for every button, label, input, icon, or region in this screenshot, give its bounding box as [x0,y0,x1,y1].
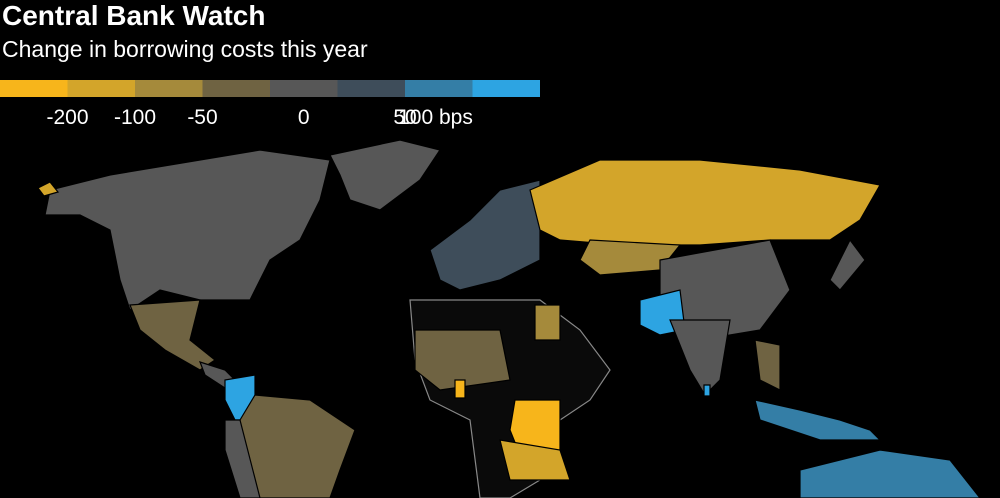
legend-label: -200 [46,106,88,129]
alaska-island [37,181,60,197]
southern-africa [499,439,571,481]
europe [429,179,541,291]
brazil [239,394,356,498]
legend-swatch [0,80,68,97]
legend-swatch [270,80,338,97]
chart-title: Central Bank Watch [2,0,266,31]
legend-swatch [472,80,540,97]
legend-swatch [135,80,203,97]
australia [799,449,981,498]
north-america [44,149,331,311]
greenland [329,139,441,211]
indonesia [754,399,882,441]
legend-swatch [337,80,405,97]
chart-subtitle: Change in borrowing costs this year [2,36,368,62]
legend-label: -50 [187,106,217,129]
japan [829,238,866,291]
sri-lanka [703,384,711,397]
world-map [37,139,981,498]
egypt [534,304,561,341]
legend-swatch [67,80,135,97]
west-africa [414,329,511,391]
legend-label: 100 bps [398,106,473,129]
mexico [129,299,217,371]
legend-swatch [202,80,270,97]
russia [529,159,881,246]
legend-label: 50 [393,106,416,129]
andes [224,419,261,498]
legend-label: 0 [298,106,310,129]
ghana [454,379,466,399]
legend-label: -100 [114,106,156,129]
legend-swatch [405,80,473,97]
southeast-asia [754,339,781,391]
india [669,319,731,396]
kazakhstan [579,239,682,276]
